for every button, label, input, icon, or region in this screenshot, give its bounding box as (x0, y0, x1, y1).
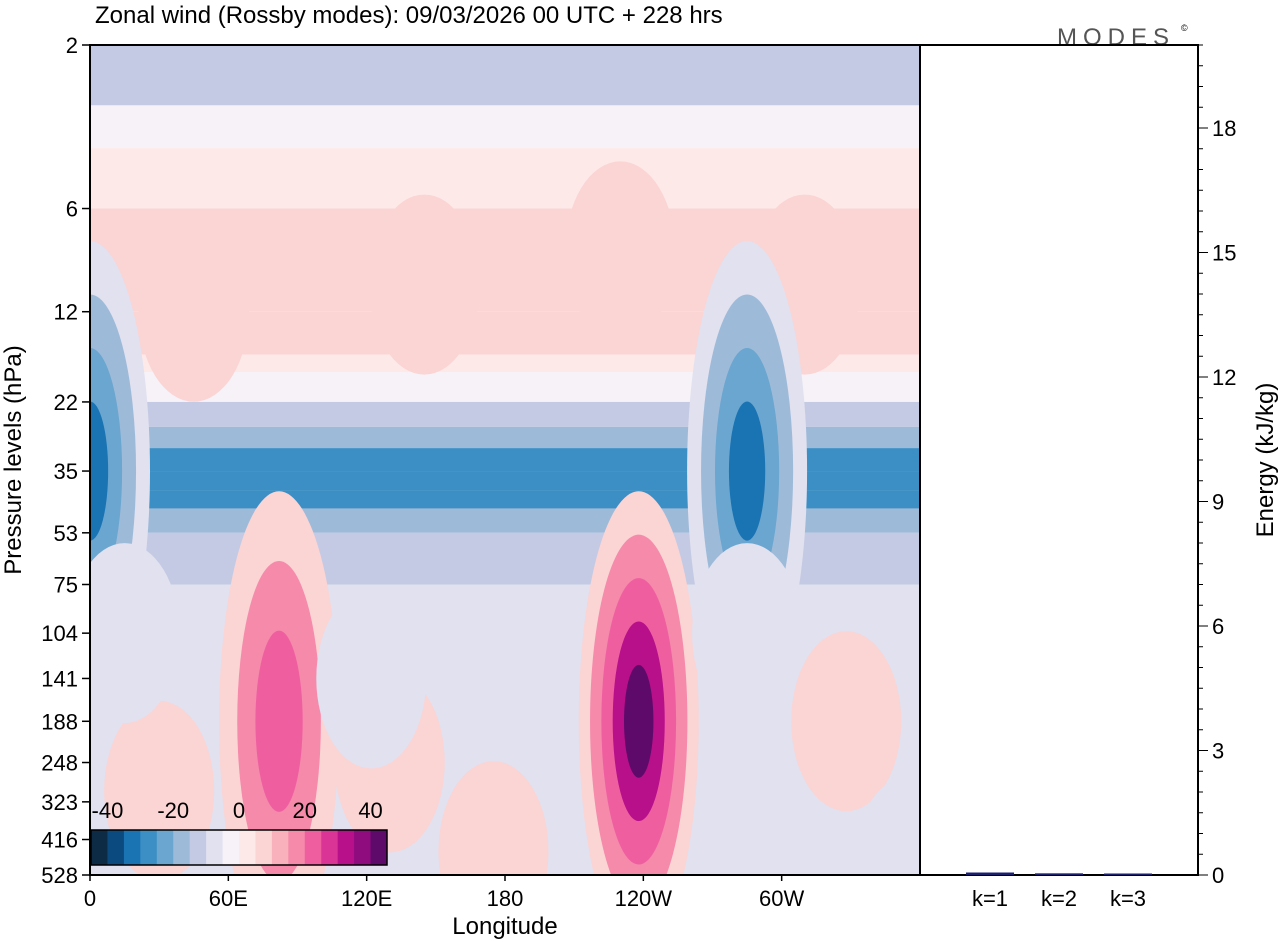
colorbar-tick-label: 0 (233, 798, 245, 823)
colorbar-swatch (107, 830, 125, 865)
wind-maximum (138, 221, 249, 402)
y-tick-label: 323 (41, 790, 78, 815)
energy-bar-2 (1035, 873, 1083, 875)
y-tick-label: 528 (41, 863, 78, 888)
colorbar-swatch (288, 830, 306, 865)
colorbar-frame (90, 829, 388, 866)
y-tick-label: 416 (41, 828, 78, 853)
x-axis-label: Longitude (452, 913, 557, 940)
contour-band (90, 148, 920, 209)
y-tick-label: 104 (41, 621, 78, 646)
colorbar-swatch (370, 830, 388, 865)
modes-logo: MODES (1057, 24, 1175, 51)
longitude-axis: 0 60E 120E 180 120W 60W (84, 875, 805, 911)
x-tick-label: 120W (615, 886, 673, 911)
colorbar-swatch (91, 830, 108, 865)
y-tick-label: 141 (41, 666, 78, 691)
colorbar-swatch (189, 830, 207, 865)
colorbar-swatch (321, 830, 339, 865)
wind-minimum (853, 776, 920, 875)
energy-bar-3 (1104, 873, 1152, 875)
y-tick-label: 35 (54, 459, 78, 484)
contour-band (90, 105, 920, 149)
y-tick-label: 12 (54, 300, 78, 325)
energy-bars: k=1 k=2 k=3 (966, 872, 1152, 911)
y-tick-label: 53 (54, 521, 78, 546)
colorbar-swatch (239, 830, 256, 865)
wind-maximum (578, 491, 699, 875)
colorbar-swatch (156, 830, 174, 865)
colorbar-swatch (140, 830, 158, 865)
colorbar-swatch (304, 830, 322, 865)
wind-maximum (791, 631, 902, 812)
colorbar-swatch (271, 830, 289, 865)
energy-bar-1 (966, 872, 1014, 875)
energy-tick-label: 18 (1212, 116, 1236, 141)
y-tick-label: 2 (66, 33, 78, 58)
colorbar-legend: -40 -20 0 20 40 (90, 798, 388, 866)
energy-category-label: k=2 (1041, 886, 1077, 911)
energy-tick-label: 6 (1212, 614, 1224, 639)
x-tick-label: 0 (84, 886, 96, 911)
chart-title: Zonal wind (Rossby modes): 09/03/2026 00… (95, 2, 723, 29)
y-axis-label: Pressure levels (hPa) (0, 345, 27, 574)
wind-maximum (219, 491, 340, 875)
x-tick-label: 60W (759, 886, 804, 911)
wind-maximum (565, 161, 676, 342)
colorbar-tick-label: -40 (92, 798, 124, 823)
colorbar-tick-label: 20 (293, 798, 317, 823)
energy-tick-label: 9 (1212, 490, 1224, 515)
colorbar-swatch (222, 830, 240, 865)
energy-axis-label: Energy (kJ/kg) (1252, 383, 1279, 538)
x-tick-label: 120E (341, 886, 392, 911)
wind-minimum (90, 543, 180, 724)
y-tick-label: 248 (41, 751, 78, 776)
x-tick-label: 180 (487, 886, 524, 911)
energy-tick-label: 3 (1212, 739, 1224, 764)
energy-category-label: k=3 (1110, 886, 1146, 911)
colorbar-swatch (354, 830, 372, 865)
energy-tick-label: 15 (1212, 241, 1236, 266)
x-tick-label: 60E (209, 886, 248, 911)
colorbar-tick-label: -20 (157, 798, 189, 823)
colorbar-swatch (206, 830, 224, 865)
y-tick-label: 75 (54, 572, 78, 597)
energy-axis: 0 3 6 9 12 15 18 (1198, 44, 1236, 888)
colorbar-swatch (255, 830, 273, 865)
y-tick-label: 22 (54, 390, 78, 415)
colorbar-swatch (337, 830, 355, 865)
energy-tick-label: 0 (1212, 863, 1224, 888)
wind-maximum (369, 194, 480, 375)
wind-minimum (692, 543, 803, 724)
colorbar-swatch (123, 830, 141, 865)
wind-minimum (316, 588, 427, 769)
colorbar-tick-label: 40 (358, 798, 382, 823)
y-tick-label: 188 (41, 709, 78, 734)
energy-tick-label: 12 (1212, 365, 1236, 390)
modes-logo-mark: © (1181, 23, 1188, 33)
wind-maximum (438, 761, 549, 875)
y-tick-label: 6 (66, 197, 78, 222)
energy-panel-frame (919, 44, 1199, 876)
pressure-axis: 2 6 12 22 35 53 75 104 141 188 248 323 416 528 (41, 33, 90, 888)
energy-category-label: k=1 (972, 886, 1008, 911)
colorbar-swatch (173, 830, 191, 865)
contour-band (90, 45, 920, 106)
